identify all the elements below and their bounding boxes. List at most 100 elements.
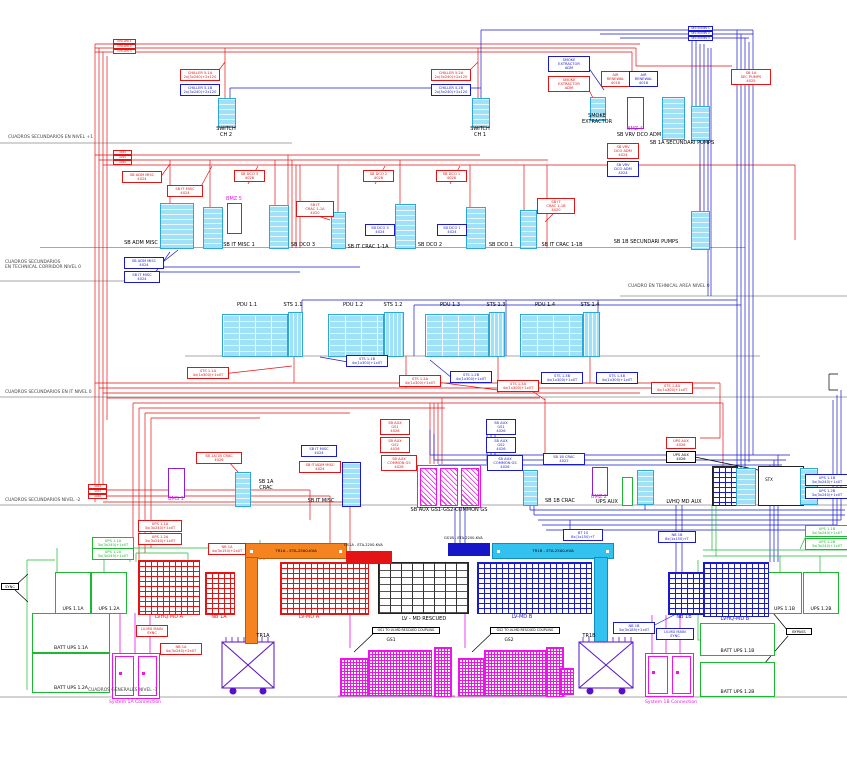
label-batt-1-2b: BATT UPS 1.2B bbox=[720, 689, 755, 695]
cab-stx bbox=[758, 466, 804, 506]
tag-sb-aux-gs1-red: SB AUX GS1 4026 bbox=[380, 419, 410, 435]
label-tr1b: TR1B bbox=[582, 633, 596, 639]
label-sb-1a-sec-pumps: SB 1A SECUNDARI PUMPS bbox=[649, 140, 715, 146]
panel-lv-md-b bbox=[477, 562, 592, 614]
cab-sb-dco-3 bbox=[269, 205, 289, 249]
label-bms1: BMS 1 bbox=[168, 496, 184, 502]
cab-sb-1a-sec-pumps bbox=[691, 106, 710, 141]
label-ups-1-1a: UPS 1.1A bbox=[62, 606, 84, 612]
panel-nb-1a bbox=[205, 572, 235, 615]
cab-sb-adm-misc bbox=[160, 203, 194, 249]
cab-bmz2 bbox=[592, 467, 608, 496]
label-pdu-1-1: PDU 1.1 bbox=[236, 302, 258, 308]
busbar-tr1b: TR1B - ETA-2500-KVA bbox=[492, 543, 614, 559]
label-sb-dco-1: SB DCO 1 bbox=[488, 242, 514, 248]
busbar-gs1b bbox=[448, 543, 490, 556]
tag-tiny-9: 4026 bbox=[113, 160, 132, 166]
label-sts-1-3: STS 1.3 bbox=[486, 302, 506, 308]
tag-sb-dco3-4024: SB DCO 3 4024 bbox=[365, 224, 395, 236]
cab-sb-1b-crac bbox=[523, 470, 538, 506]
tag-sb-dco3-4026: SB DCO 3 4026 bbox=[234, 170, 265, 182]
panel-lvhq-md-a bbox=[138, 560, 200, 615]
tag-chiller-d: CHILLER 5.2B 2x(3x240)+2x120 bbox=[431, 84, 471, 96]
tag-sb-aux-common-red: SB AUX COMMON GS 4026 bbox=[381, 455, 417, 471]
tag-chiller-a: CHILLER 5.1A 2x(3x240)+2x120 bbox=[180, 69, 220, 81]
label-stx: STX bbox=[765, 477, 773, 482]
label-batt-1-1a: BATT UPS 1.1A bbox=[54, 645, 88, 651]
box-batt-1-1a: BATT UPS 1.1A bbox=[32, 613, 110, 653]
tag-sb-it-adm-misc-red: SB IT/ADM MISC 4024 bbox=[299, 461, 341, 473]
tag-ups-1-1b-blue: UPS 1.1B 3x(3x240)+1x0T bbox=[805, 474, 847, 486]
tag-tiny-6: SEC PUMPS 3 bbox=[688, 36, 713, 42]
label-pdu-1-3: PDU 1.3 bbox=[439, 302, 461, 308]
tag-sb-crac-4026: SB 1A/1B CRAC 4026 bbox=[196, 452, 242, 464]
box-system-a-connection bbox=[112, 653, 160, 699]
box-ups-1-2a: UPS 1.2A bbox=[91, 572, 127, 614]
tag-tiny-8: 4025 bbox=[113, 155, 132, 161]
level-label-n0-it: CUADROS SECUNDARIOS EN IT NIVEL 0 bbox=[5, 390, 92, 395]
level-label-gen: CUADROS GENERALES NIVEL -1 bbox=[88, 688, 158, 693]
tag-sb-aux-gs1-blue: SB AUX GS1 4026 bbox=[486, 419, 516, 435]
tag-ups-1-2a-green: UPS 1.2A 3x(3x240)+1x0T bbox=[92, 548, 134, 560]
tag-sts-1-2b: STS 1.2B 4x(1x300)+1x0T bbox=[450, 371, 492, 383]
label-switch-ch2: SWITCH CH 2 bbox=[216, 126, 236, 138]
busbar-gs1b-label: GS1B - ETA-2200-KVA bbox=[444, 536, 483, 540]
tag-sb-it-misc-red: SB IT MISC 4024 bbox=[167, 185, 203, 197]
cab-switch-ch1 bbox=[472, 98, 490, 128]
cab-pdu-1-2 bbox=[328, 314, 384, 357]
panel-nb-1b bbox=[668, 572, 704, 615]
generator-gs1-engine bbox=[368, 650, 432, 696]
label-nb-1b: NB 1B bbox=[676, 614, 692, 620]
tag-sb-aux-gs2-red: SB AUX GS2 4026 bbox=[380, 437, 410, 453]
box-batt-1-1b: BATT UPS 1.1B bbox=[700, 623, 775, 656]
label-sb-1a-crac: SB 1A CRAC bbox=[258, 479, 274, 491]
box-ups-1-2b: UPS 1.2B bbox=[803, 572, 839, 614]
box-batt-1-2a: BATT UPS 1.2A bbox=[32, 653, 110, 693]
label-lvhq-md-aux: LVHQ MD AUX bbox=[666, 499, 702, 505]
tag-chiller-c: CHILLER 5.2A 2x(3x240)+2x120 bbox=[431, 69, 471, 81]
label-sb-adm-misc: SB ADM MISC bbox=[124, 240, 158, 246]
label-sb-it-crac-1-1b: SB IT CRAC 1-1B bbox=[541, 242, 583, 248]
panel-lv-md-rescued bbox=[378, 562, 469, 614]
tag-sts-1-2a: STS 1.2A 4x(1x300)+1x0T bbox=[399, 375, 441, 387]
label-lv-md-a: LV-MD A bbox=[298, 614, 320, 620]
cab-sb-it-misc-1 bbox=[203, 207, 223, 249]
cab-pdu-1-3 bbox=[425, 314, 489, 357]
tag-ups-1-2a-red: UPS 1.2A 3x(3x240)+1x0T bbox=[138, 533, 182, 545]
black-callouts bbox=[14, 373, 838, 665]
cab-sb-vrv-dco-adm bbox=[662, 97, 685, 140]
cab-sb-1a-crac bbox=[235, 472, 251, 507]
tag-coupling-gs1: GS1 TO LV-MD RESCUED COUPLING bbox=[372, 627, 440, 634]
tag-ups-aux-red: UPS AUX 4026 bbox=[666, 437, 696, 449]
cab-sts-1-1 bbox=[288, 312, 303, 357]
busbar-tr1b-label: TR1B - ETA-2500-KVA bbox=[532, 548, 574, 554]
cab-bms1 bbox=[168, 468, 185, 498]
label-sts-1-2: STS 1.2 bbox=[383, 302, 403, 308]
label-batt-1-1b: BATT UPS 1.1B bbox=[720, 648, 755, 654]
tag-tiny-1: CHILLER 1 bbox=[113, 39, 136, 45]
cab-switch-ch2 bbox=[218, 98, 236, 128]
tag-tiny-12: 4026 bbox=[88, 494, 107, 500]
cab-bmz4 bbox=[627, 97, 644, 129]
cab-sb-1b-sec-pumps bbox=[691, 211, 710, 250]
tag-bt-1b: BT 1S 8x(1x150)+T bbox=[563, 529, 603, 541]
label-system-b: System 1B Connection bbox=[644, 700, 698, 705]
label-sb-dco-3: SB DCO 3 bbox=[290, 242, 316, 248]
cab-bmz5 bbox=[227, 203, 242, 234]
level-label-n1: CUADROS SECUNDARIOS EN NIVEL +1 bbox=[8, 135, 93, 140]
label-lvhq-md-b: LVHQ-MD B bbox=[720, 616, 750, 622]
tag-sb-1b-crac-4022: SB 1B CRAC 4022 bbox=[543, 453, 585, 465]
label-sts-1-4: STS 1.4 bbox=[580, 302, 600, 308]
busbar-tr1b-riser bbox=[594, 557, 608, 642]
tag-sb-dco1-4024: SB DCO 1 4024 bbox=[437, 224, 467, 236]
cab-lvhq-md-aux-2 bbox=[736, 468, 756, 506]
generator-aux-unit bbox=[560, 668, 574, 695]
level-label-n0-area: CUADRO EN TEHNICAL AREA NIVEL 0 bbox=[628, 284, 710, 289]
tag-sts-1-3a: STS 1.3A 4x(1x300)+1x0T bbox=[497, 380, 539, 392]
cab-ups-aux-batt bbox=[622, 477, 633, 506]
tag-bt-1b2: NB 1B 8x(1x150)+T bbox=[658, 531, 696, 543]
label-batt-1-2a: BATT UPS 1.2A bbox=[54, 685, 88, 691]
cab-pdu-1-4 bbox=[520, 314, 583, 357]
tag-sb-aux-gs2-blue: SB AUX GS2 4026 bbox=[486, 437, 516, 453]
